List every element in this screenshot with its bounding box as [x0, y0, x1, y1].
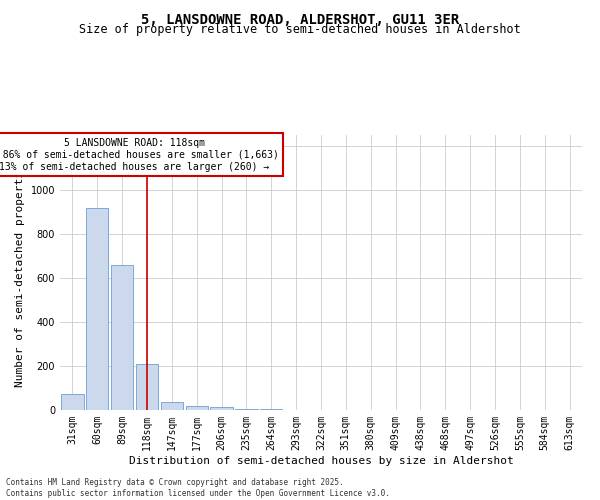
- Text: 5 LANSDOWNE ROAD: 118sqm
← 86% of semi-detached houses are smaller (1,663)
13% o: 5 LANSDOWNE ROAD: 118sqm ← 86% of semi-d…: [0, 138, 278, 172]
- Bar: [260, 409, 283, 410]
- Bar: [86, 208, 109, 410]
- X-axis label: Distribution of semi-detached houses by size in Aldershot: Distribution of semi-detached houses by …: [128, 456, 514, 466]
- Bar: [111, 265, 133, 410]
- Bar: [136, 364, 158, 410]
- Bar: [211, 406, 233, 410]
- Text: Size of property relative to semi-detached houses in Aldershot: Size of property relative to semi-detach…: [79, 22, 521, 36]
- Y-axis label: Number of semi-detached properties: Number of semi-detached properties: [15, 158, 25, 387]
- Bar: [235, 409, 257, 410]
- Bar: [61, 394, 83, 410]
- Bar: [161, 402, 183, 410]
- Text: 5, LANSDOWNE ROAD, ALDERSHOT, GU11 3ER: 5, LANSDOWNE ROAD, ALDERSHOT, GU11 3ER: [141, 12, 459, 26]
- Bar: [185, 406, 208, 410]
- Text: Contains HM Land Registry data © Crown copyright and database right 2025.
Contai: Contains HM Land Registry data © Crown c…: [6, 478, 390, 498]
